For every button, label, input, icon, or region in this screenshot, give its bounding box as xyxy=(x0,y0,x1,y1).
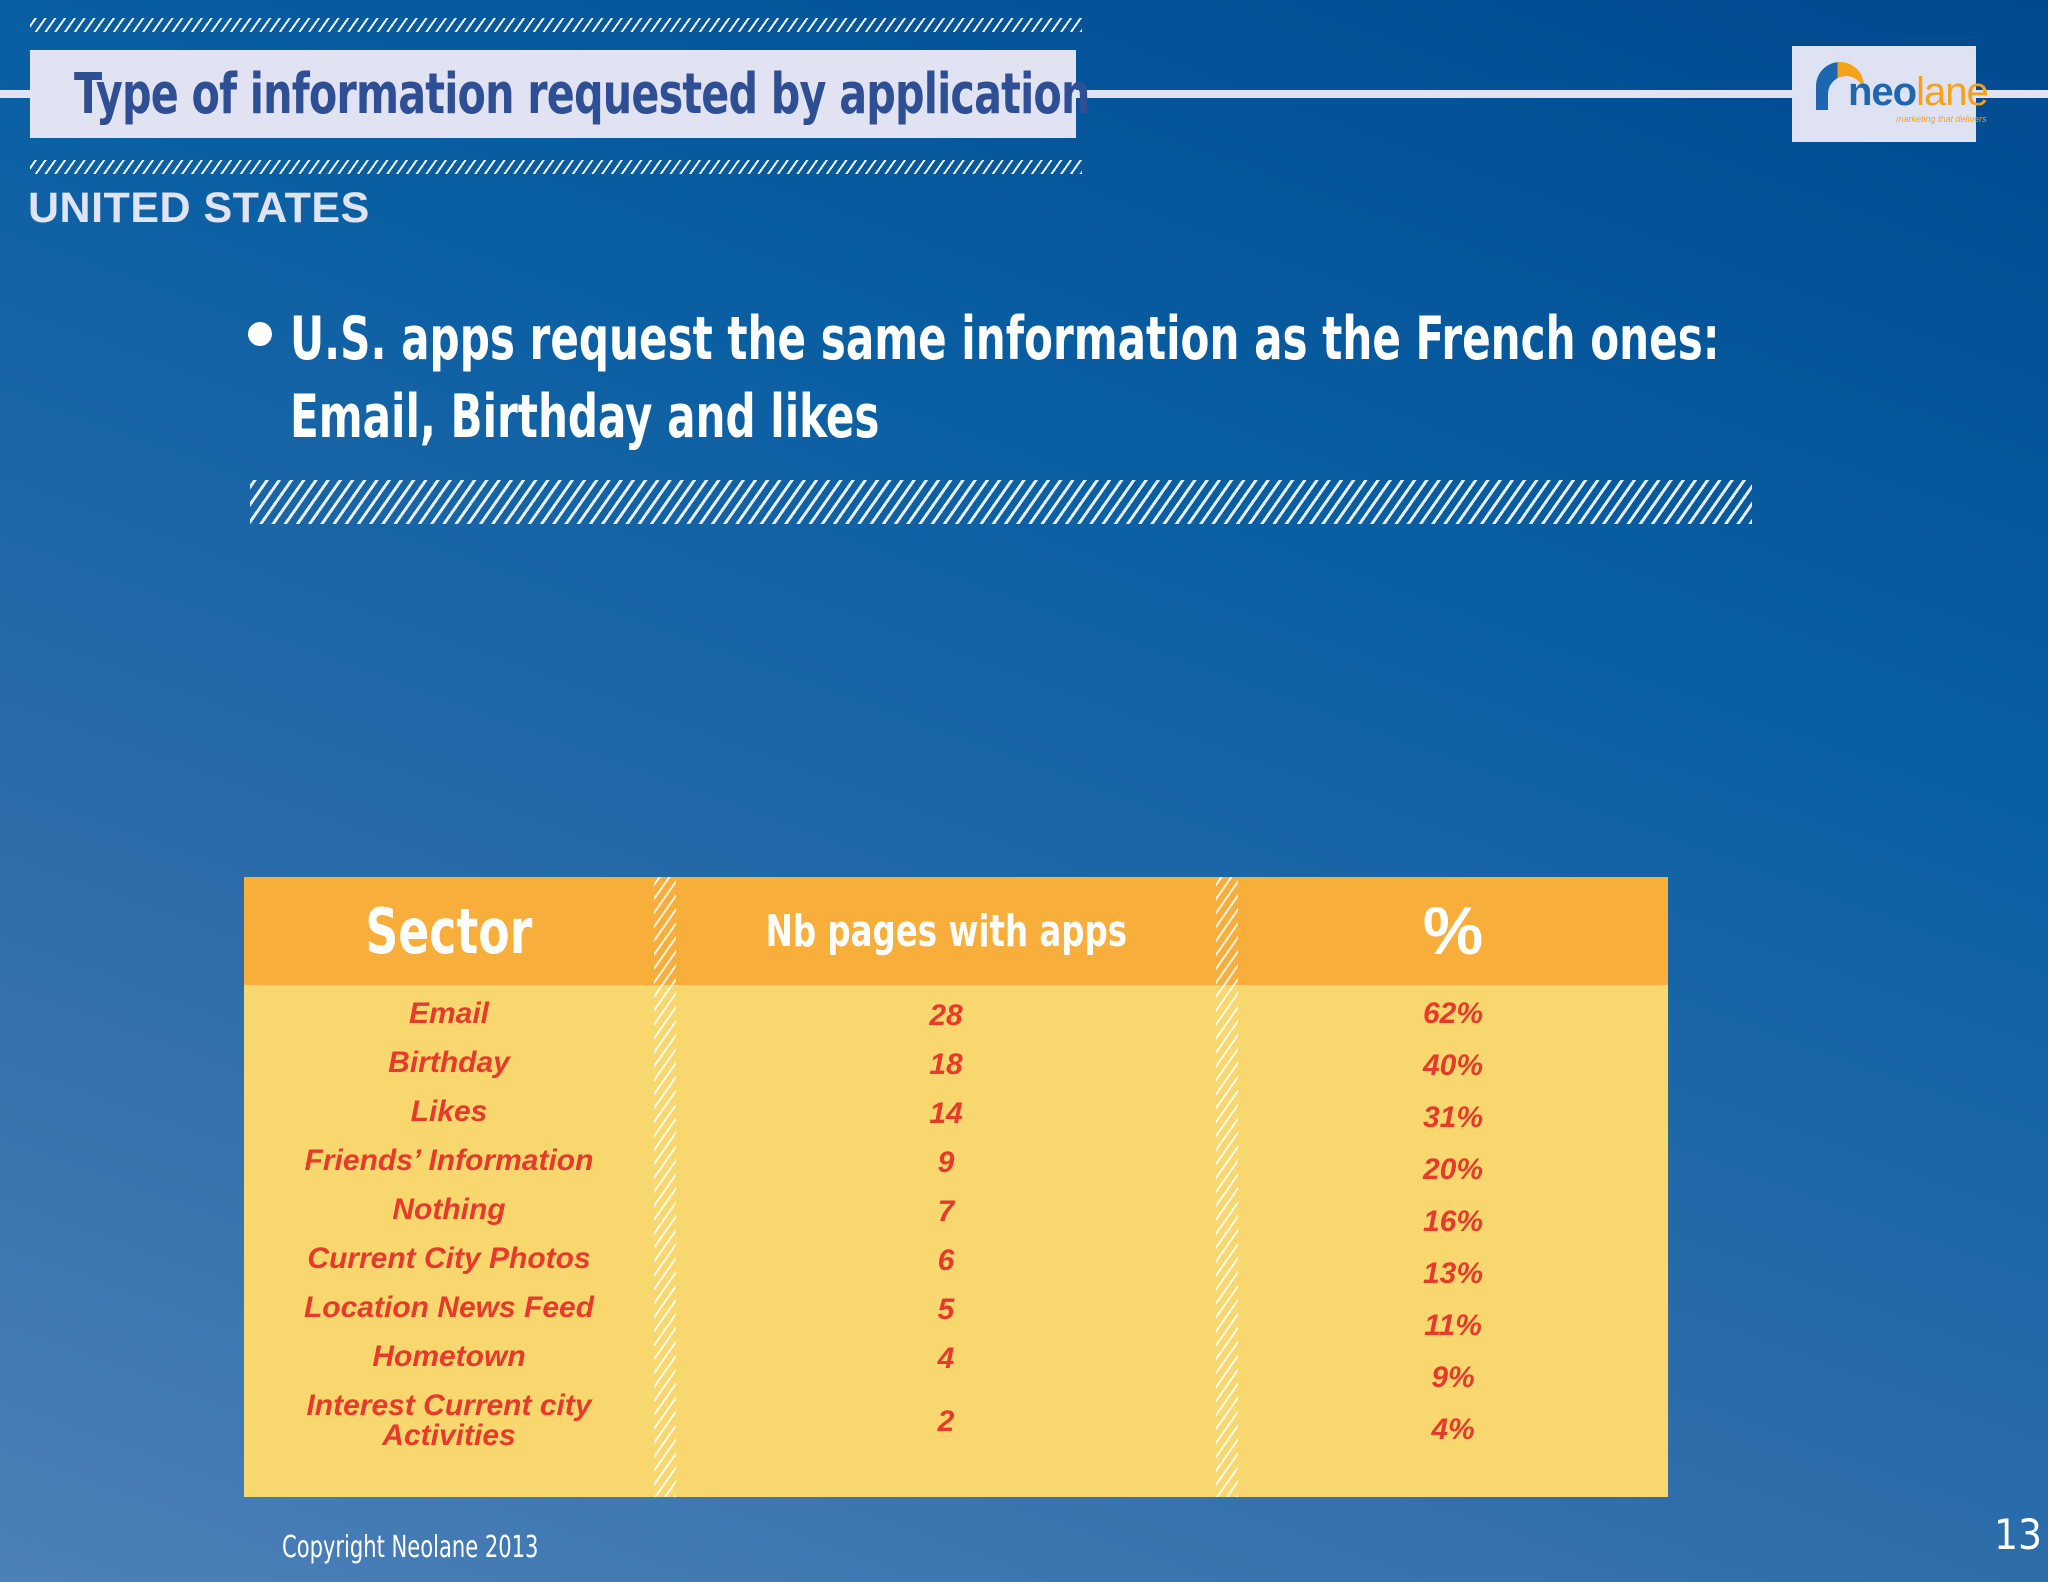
cell-sector: Current City Photos xyxy=(307,1242,591,1275)
header-sector-label: Sector xyxy=(365,894,533,968)
cell-nb: 28 xyxy=(929,999,963,1032)
cell-percent: 40% xyxy=(1422,1049,1484,1082)
title-banner: Type of information requested by applica… xyxy=(30,50,1090,138)
logo-word-neo: neo xyxy=(1848,70,1917,114)
cell-nb: 7 xyxy=(937,1195,955,1228)
page-number: 13 xyxy=(1994,1510,2043,1559)
bullet-point: U.S. apps request the same information a… xyxy=(290,300,1720,456)
table-header xyxy=(244,877,1668,985)
header-percent: % xyxy=(1422,893,1484,969)
title-under-hatch xyxy=(30,160,1082,174)
bullet-line-1: U.S. apps request the same information a… xyxy=(290,304,1720,374)
header-nb-pages: Nb pages with apps xyxy=(676,877,1216,985)
cell-percent: 31% xyxy=(1422,1101,1484,1134)
bullet-line-2: Email, Birthday and likes xyxy=(290,382,880,452)
page-title: Type of information requested by applica… xyxy=(74,61,1090,127)
left-rule xyxy=(0,90,30,98)
cell-percent: 62% xyxy=(1422,997,1484,1030)
cell-percent: 16% xyxy=(1422,1205,1484,1238)
header-sector: Sector xyxy=(244,877,654,985)
far-right-rule xyxy=(1976,90,2048,98)
copyright-text: Copyright Neolane 2013 xyxy=(282,1530,539,1565)
logo-arc-icon xyxy=(1816,62,1864,110)
cell-sector: Email xyxy=(408,997,490,1030)
cell-nb: 9 xyxy=(937,1146,955,1179)
cell-nb: 18 xyxy=(929,1048,963,1081)
cell-percent: 13% xyxy=(1422,1257,1484,1290)
cell-sector: Likes xyxy=(410,1095,488,1128)
column-separator xyxy=(654,877,676,1497)
logo-wordmark: neolane xyxy=(1848,70,1989,115)
cell-nb: 2 xyxy=(937,1405,955,1438)
cell-percent: 9% xyxy=(1431,1361,1475,1394)
info-table: Sector Nb pages with apps % Email Birthd… xyxy=(244,877,1668,1497)
bullet-icon xyxy=(248,322,272,346)
right-rule xyxy=(1076,90,1792,98)
section-subtitle: UNITED STATES xyxy=(28,184,370,232)
cell-sector: Friends’ Information xyxy=(304,1144,594,1177)
cell-sector-line-2: Activities xyxy=(382,1419,516,1452)
cell-sector: Interest Current city xyxy=(306,1389,592,1422)
cell-nb: 5 xyxy=(937,1293,955,1326)
cell-sector: Nothing xyxy=(392,1193,506,1226)
cell-sector: Birthday xyxy=(388,1046,510,1079)
cell-nb: 14 xyxy=(929,1097,963,1130)
column-separator xyxy=(1216,877,1238,1497)
cell-sector: Hometown xyxy=(372,1340,526,1373)
logo-tagline: marketing that delivers xyxy=(1896,114,1987,124)
cell-percent: 4% xyxy=(1431,1413,1475,1446)
cell-percent: 11% xyxy=(1424,1309,1482,1342)
cell-nb: 4 xyxy=(937,1342,955,1375)
cell-sector: Location News Feed xyxy=(303,1291,595,1324)
header-nb-pages-label: Nb pages with apps xyxy=(765,905,1127,957)
cell-nb: 6 xyxy=(937,1244,955,1277)
cell-percent: 20% xyxy=(1422,1153,1484,1186)
neolane-logo: neolane marketing that delivers xyxy=(1792,46,1989,142)
top-hatch xyxy=(30,18,1082,32)
logo-word-lane: lane xyxy=(1916,70,1989,114)
bullet-hatch-band xyxy=(250,480,1752,524)
